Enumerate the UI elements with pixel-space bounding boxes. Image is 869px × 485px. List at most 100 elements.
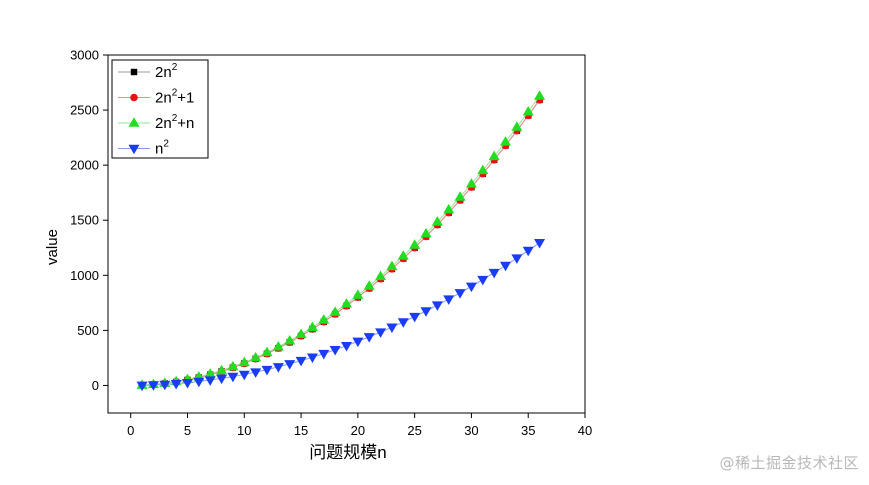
legend-marker — [130, 93, 138, 102]
data-point — [216, 374, 228, 385]
x-tick-label: 15 — [294, 423, 308, 438]
data-point — [284, 334, 296, 345]
plot-frame — [107, 54, 586, 414]
series-group — [136, 90, 546, 392]
legend-marker — [128, 144, 140, 155]
data-point — [193, 377, 205, 388]
x-tick-label: 20 — [351, 423, 365, 438]
data-point — [409, 239, 421, 249]
data-point — [522, 246, 534, 257]
data-point — [238, 370, 250, 381]
y-axis-label: value — [44, 229, 61, 265]
data-point — [329, 346, 341, 356]
data-point — [477, 164, 489, 175]
data-point — [250, 351, 262, 362]
y-tick-label: 0 — [92, 378, 99, 393]
data-point — [500, 261, 511, 272]
data-point — [170, 379, 182, 390]
data-point — [431, 301, 443, 311]
data-point — [204, 376, 216, 386]
legend-box — [111, 59, 209, 159]
data-point — [261, 346, 273, 357]
data-point — [363, 333, 375, 343]
legend-label: 2n2+n — [155, 113, 194, 132]
data-point — [431, 216, 443, 226]
data-point — [341, 298, 352, 308]
data-point — [454, 191, 466, 201]
data-point — [238, 356, 250, 367]
data-point — [397, 318, 409, 328]
y-axis-ticks: 0 500 1000 1500 2000 2500 3000 — [70, 48, 108, 393]
x-tick-label: 40 — [578, 423, 592, 438]
legend-item: n2 — [118, 139, 169, 158]
data-point — [227, 372, 239, 383]
data-point — [488, 150, 500, 161]
data-point — [420, 307, 432, 317]
data-point — [363, 280, 375, 290]
y-tick-label: 1000 — [70, 268, 99, 283]
y-tick-label: 1500 — [70, 213, 99, 228]
data-point — [511, 121, 523, 131]
data-point — [306, 353, 318, 364]
legend-label: n2 — [155, 139, 169, 158]
x-axis-ticks: 0 5 10 15 20 25 30 35 40 — [127, 413, 592, 438]
x-tick-label: 10 — [237, 423, 251, 438]
data-point — [534, 238, 546, 249]
data-point — [375, 328, 387, 338]
data-point — [329, 306, 341, 316]
data-point — [261, 365, 273, 376]
data-point — [386, 323, 398, 333]
data-point — [352, 337, 364, 348]
data-point — [465, 282, 477, 293]
legend-label: 2n2+1 — [155, 88, 194, 107]
data-point — [488, 268, 500, 279]
legend-marker — [128, 117, 140, 127]
data-point — [318, 314, 330, 324]
data-point — [534, 90, 546, 100]
series-line — [142, 242, 540, 386]
data-point — [454, 289, 466, 299]
legend: 2n2 2n2+1 2n2+n n2 — [111, 59, 209, 159]
data-point — [386, 260, 398, 271]
legend-item: 2n2+1 — [118, 88, 194, 107]
data-point — [204, 368, 216, 378]
data-point — [250, 368, 262, 378]
data-point — [295, 328, 307, 338]
data-point — [272, 363, 284, 373]
x-tick-label: 35 — [521, 423, 535, 438]
data-point — [136, 381, 148, 392]
y-tick-label: 2000 — [70, 158, 99, 173]
data-point — [500, 136, 511, 146]
x-tick-label: 25 — [407, 423, 421, 438]
data-point — [295, 356, 307, 367]
data-point — [341, 341, 352, 352]
x-tick-label: 5 — [184, 423, 191, 438]
data-point — [216, 364, 228, 375]
x-tick-label: 0 — [127, 423, 134, 438]
data-point — [477, 275, 489, 286]
series-4 — [136, 238, 546, 392]
data-point — [318, 349, 330, 360]
data-point — [465, 178, 477, 188]
data-point — [352, 289, 364, 299]
legend-marker — [130, 68, 138, 76]
legend-item: 2n2+n — [118, 113, 194, 132]
data-point — [182, 378, 193, 389]
y-tick-label: 3000 — [70, 48, 99, 63]
data-point — [443, 203, 455, 214]
data-point — [511, 254, 523, 264]
data-point — [306, 321, 318, 332]
legend-item: 2n2 — [118, 62, 178, 81]
y-tick-label: 2500 — [70, 103, 99, 118]
data-point — [159, 380, 171, 391]
data-point — [443, 295, 455, 305]
x-tick-label: 30 — [464, 423, 478, 438]
y-tick-label: 500 — [77, 323, 99, 338]
watermark-text: @稀土掘金技术社区 — [719, 454, 859, 472]
data-point — [397, 250, 409, 260]
data-point — [522, 105, 534, 116]
data-point — [147, 381, 159, 391]
data-point — [227, 360, 239, 371]
